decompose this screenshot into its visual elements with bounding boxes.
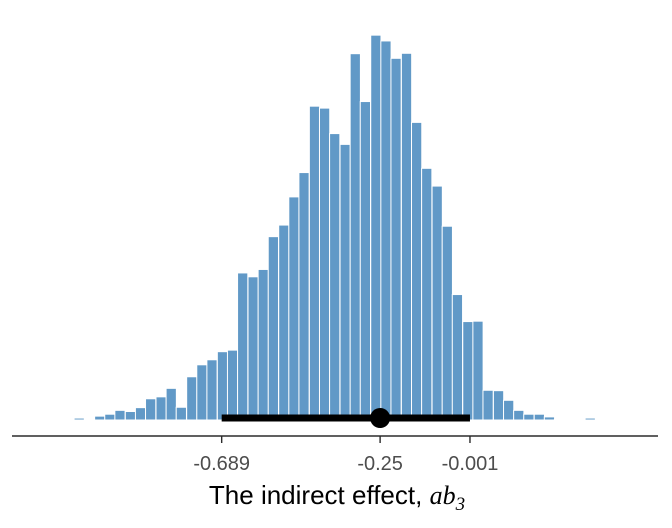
histogram-bar xyxy=(584,417,596,421)
histogram-bar xyxy=(165,387,177,421)
x-axis-label-prefix: The indirect effect, xyxy=(209,480,430,510)
histogram-bar xyxy=(318,107,331,421)
histogram-bar xyxy=(226,349,239,421)
histogram-bar xyxy=(400,52,413,421)
histogram-bar xyxy=(186,376,198,421)
histogram-bar xyxy=(329,133,341,421)
histogram-bar xyxy=(411,121,423,421)
histogram-bar xyxy=(308,105,321,421)
histogram-bar xyxy=(451,294,464,421)
histogram-bar xyxy=(216,351,229,421)
histogram-bar xyxy=(513,409,525,421)
histogram-bar xyxy=(175,406,187,421)
histogram-bar xyxy=(553,418,566,421)
histogram-bar xyxy=(288,196,300,421)
histogram-bar xyxy=(247,276,259,421)
interval-group xyxy=(221,408,470,428)
histogram-bar xyxy=(196,364,208,421)
histogram-bar xyxy=(257,268,269,421)
histogram-bar xyxy=(533,413,545,421)
histogram-bar xyxy=(104,413,116,421)
histogram-bar xyxy=(523,413,535,421)
histogram-bar xyxy=(278,224,290,421)
histogram-bar xyxy=(267,236,279,421)
histogram-bar xyxy=(359,101,372,421)
histogram-bar xyxy=(114,409,126,421)
histogram-bar xyxy=(503,399,515,421)
histogram-bar xyxy=(492,390,505,421)
x-tick-label: -0.25 xyxy=(357,453,403,475)
histogram-bar xyxy=(543,416,556,421)
histogram-bar xyxy=(482,389,494,421)
histogram-bar xyxy=(298,172,310,421)
histogram-bar xyxy=(564,418,576,421)
x-tick-label: -0.689 xyxy=(193,453,250,475)
histogram-bar xyxy=(339,143,351,421)
histogram-bar xyxy=(145,398,157,421)
histogram-bar xyxy=(73,417,85,421)
histogram-bar xyxy=(462,321,474,421)
histogram-bar xyxy=(155,396,167,421)
histogram-bar xyxy=(349,53,361,421)
x-axis-label-subscript: 3 xyxy=(455,494,466,515)
histogram-bars xyxy=(43,34,596,421)
x-axis-label-math: ab xyxy=(430,481,456,510)
histogram-bar xyxy=(134,407,147,421)
histogram-bar xyxy=(390,57,402,421)
x-axis-label: The indirect effect, ab3 xyxy=(209,480,465,515)
histogram-bar xyxy=(237,272,249,421)
histogram-bar xyxy=(94,415,106,421)
x-axis-ticks: -0.689 -0.25 -0.001 xyxy=(193,436,498,475)
point-estimate-dot xyxy=(370,408,391,428)
histogram-bar xyxy=(472,320,484,421)
histogram-bar xyxy=(63,418,75,421)
histogram-bar xyxy=(421,167,433,421)
histogram-bar xyxy=(206,359,218,421)
histogram-bar xyxy=(370,34,382,421)
x-tick-label: -0.001 xyxy=(442,453,499,475)
histogram-bar xyxy=(441,225,453,421)
histogram-bar xyxy=(431,185,443,421)
histogram-bar xyxy=(380,40,392,421)
histogram-bar xyxy=(124,411,137,421)
histogram-bar xyxy=(43,418,55,421)
